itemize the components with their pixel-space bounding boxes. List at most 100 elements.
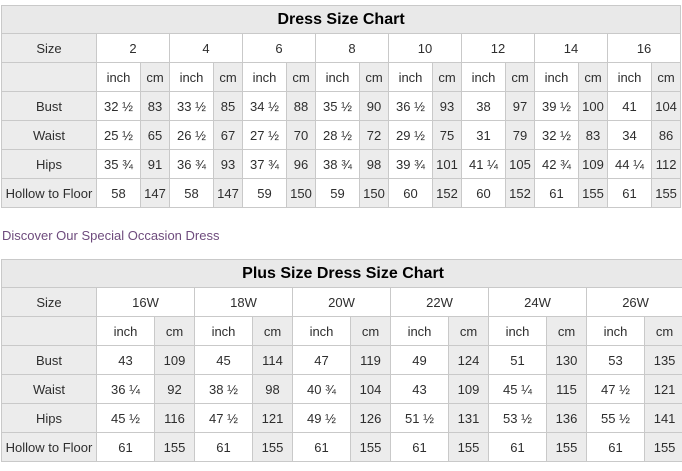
row-label-cell: Waist — [1, 374, 97, 404]
row-label-cell: Bust — [1, 91, 97, 121]
unit-inch-header: inch — [390, 316, 449, 346]
promo-link-row: Discover Our Special Occasion Dress — [1, 208, 682, 259]
unit-inch-header: inch — [607, 62, 652, 92]
value-cm-cell: 114 — [252, 345, 293, 375]
size-group-header: 26W — [585, 287, 682, 317]
unit-cm-header: cm — [650, 62, 682, 92]
value-inch-cell: 36 ¼ — [96, 374, 155, 404]
value-cm-cell: 97 — [505, 91, 535, 121]
value-cm-cell: 98 — [359, 149, 389, 179]
value-cm-cell: 92 — [154, 374, 195, 404]
table-title: Plus Size Dress Size Chart — [0, 259, 682, 288]
value-cm-cell: 75 — [432, 120, 462, 150]
special-occasion-dress-link[interactable]: Discover Our Special Occasion Dress — [2, 228, 220, 243]
unit-header-row: inch cm inch cm inch cm inch cm inch cm inch cm — [1, 316, 682, 346]
value-cm-cell: 109 — [578, 149, 608, 179]
value-cm-cell: 96 — [286, 149, 316, 179]
value-cm-cell: 93 — [213, 149, 243, 179]
value-inch-cell: 44 ¼ — [607, 149, 652, 179]
unit-corner-cell — [1, 316, 97, 346]
value-cm-cell: 135 — [643, 345, 682, 375]
value-inch-cell: 53 — [586, 345, 645, 375]
measurement-row: Waist 25 ½ 65 26 ½ 67 27 ½ 70 28 ½ 72 29 ½ 75 31 79 3… — [1, 120, 682, 150]
value-cm-cell: 67 — [213, 120, 243, 150]
value-inch-cell: 43 — [390, 374, 449, 404]
unit-cm-header: cm — [140, 62, 170, 92]
value-inch-cell: 59 — [242, 178, 287, 208]
value-cm-cell: 130 — [546, 345, 587, 375]
measurement-row: Waist 36 ¼ 92 38 ½ 98 40 ¾ 104 43 109 45 ¼ 115 47 ½… — [1, 374, 682, 404]
value-inch-cell: 49 ½ — [292, 403, 351, 433]
unit-corner-cell — [1, 62, 97, 92]
value-inch-cell: 51 ½ — [390, 403, 449, 433]
value-cm-cell: 116 — [154, 403, 195, 433]
value-inch-cell: 61 — [96, 432, 155, 462]
value-cm-cell: 90 — [359, 91, 389, 121]
value-inch-cell: 39 ¾ — [388, 149, 433, 179]
value-cm-cell: 65 — [140, 120, 170, 150]
value-inch-cell: 38 ¾ — [315, 149, 360, 179]
value-inch-cell: 45 — [194, 345, 253, 375]
size-group-header: 16W — [96, 287, 195, 317]
value-inch-cell: 60 — [461, 178, 506, 208]
value-cm-cell: 119 — [350, 345, 391, 375]
unit-inch-header: inch — [194, 316, 253, 346]
unit-inch-header: inch — [388, 62, 433, 92]
value-cm-cell: 124 — [448, 345, 489, 375]
value-cm-cell: 88 — [286, 91, 316, 121]
value-inch-cell: 61 — [534, 178, 579, 208]
value-inch-cell: 41 — [607, 91, 652, 121]
size-group-header: 10 — [388, 33, 462, 63]
measurement-row: Hollow to Floor 61 155 61 155 61 155 61 155 61 155… — [1, 432, 682, 462]
unit-cm-header: cm — [252, 316, 293, 346]
row-label-cell: Hips — [1, 149, 97, 179]
value-inch-cell: 47 — [292, 345, 351, 375]
value-cm-cell: 83 — [578, 120, 608, 150]
value-cm-cell: 112 — [650, 149, 682, 179]
value-cm-cell: 105 — [505, 149, 535, 179]
value-inch-cell: 38 — [461, 91, 506, 121]
size-group-header: 6 — [242, 33, 316, 63]
unit-cm-header: cm — [154, 316, 195, 346]
value-inch-cell: 58 — [169, 178, 214, 208]
unit-cm-header: cm — [448, 316, 489, 346]
value-cm-cell: 115 — [546, 374, 587, 404]
value-inch-cell: 41 ¼ — [461, 149, 506, 179]
value-inch-cell: 34 — [607, 120, 652, 150]
value-cm-cell: 86 — [650, 120, 682, 150]
value-inch-cell: 26 ½ — [169, 120, 214, 150]
value-cm-cell: 101 — [432, 149, 462, 179]
table-title: Dress Size Chart — [0, 5, 682, 34]
value-inch-cell: 61 — [390, 432, 449, 462]
value-inch-cell: 27 ½ — [242, 120, 287, 150]
measurement-row: Bust 43 109 45 114 47 119 49 124 51 130 53 135 — [1, 345, 682, 375]
value-cm-cell: 109 — [154, 345, 195, 375]
size-group-header: 14 — [534, 33, 608, 63]
value-cm-cell: 93 — [432, 91, 462, 121]
table-title-row: Plus Size Dress Size Chart — [0, 259, 682, 288]
value-inch-cell: 25 ½ — [96, 120, 141, 150]
value-cm-cell: 100 — [578, 91, 608, 121]
unit-cm-header: cm — [505, 62, 535, 92]
row-label-cell: Waist — [1, 120, 97, 150]
value-inch-cell: 33 ½ — [169, 91, 214, 121]
value-inch-cell: 40 ¾ — [292, 374, 351, 404]
value-cm-cell: 109 — [448, 374, 489, 404]
size-header-row: Size 16W 18W 20W 22W 24W 26W — [1, 287, 682, 317]
size-group-header: 18W — [194, 287, 293, 317]
value-cm-cell: 155 — [643, 432, 682, 462]
row-label-cell: Hips — [1, 403, 97, 433]
value-cm-cell: 72 — [359, 120, 389, 150]
value-inch-cell: 61 — [607, 178, 652, 208]
value-cm-cell: 121 — [252, 403, 293, 433]
value-inch-cell: 39 ½ — [534, 91, 579, 121]
value-cm-cell: 152 — [505, 178, 535, 208]
value-cm-cell: 152 — [432, 178, 462, 208]
size-group-header: 24W — [488, 287, 587, 317]
value-cm-cell: 155 — [578, 178, 608, 208]
unit-cm-header: cm — [546, 316, 587, 346]
unit-inch-header: inch — [461, 62, 506, 92]
value-cm-cell: 85 — [213, 91, 243, 121]
value-cm-cell: 155 — [546, 432, 587, 462]
size-header-row: Size 2 4 6 8 10 12 14 16 — [1, 33, 682, 63]
